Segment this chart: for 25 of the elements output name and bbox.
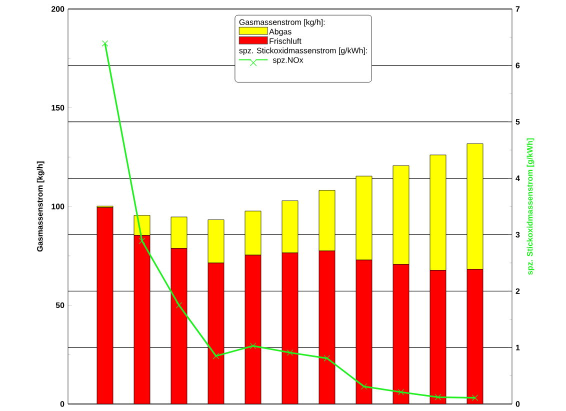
bar [244,210,262,256]
bar [96,207,114,404]
point [398,389,404,396]
bar [208,262,224,404]
bar [208,220,224,264]
point [472,394,478,401]
point [434,394,442,400]
bar [170,248,188,404]
bar [466,269,484,404]
bar [244,254,262,404]
point [102,40,108,47]
bar [170,216,188,249]
bar [430,270,446,404]
bar [134,235,150,404]
bar [318,250,336,404]
bar [392,264,410,404]
point [250,342,256,350]
point [286,350,294,356]
point [176,302,182,308]
point [138,238,146,244]
point [212,352,220,360]
bar [282,252,298,404]
point [324,355,330,362]
bar [356,260,372,404]
point [360,383,368,390]
